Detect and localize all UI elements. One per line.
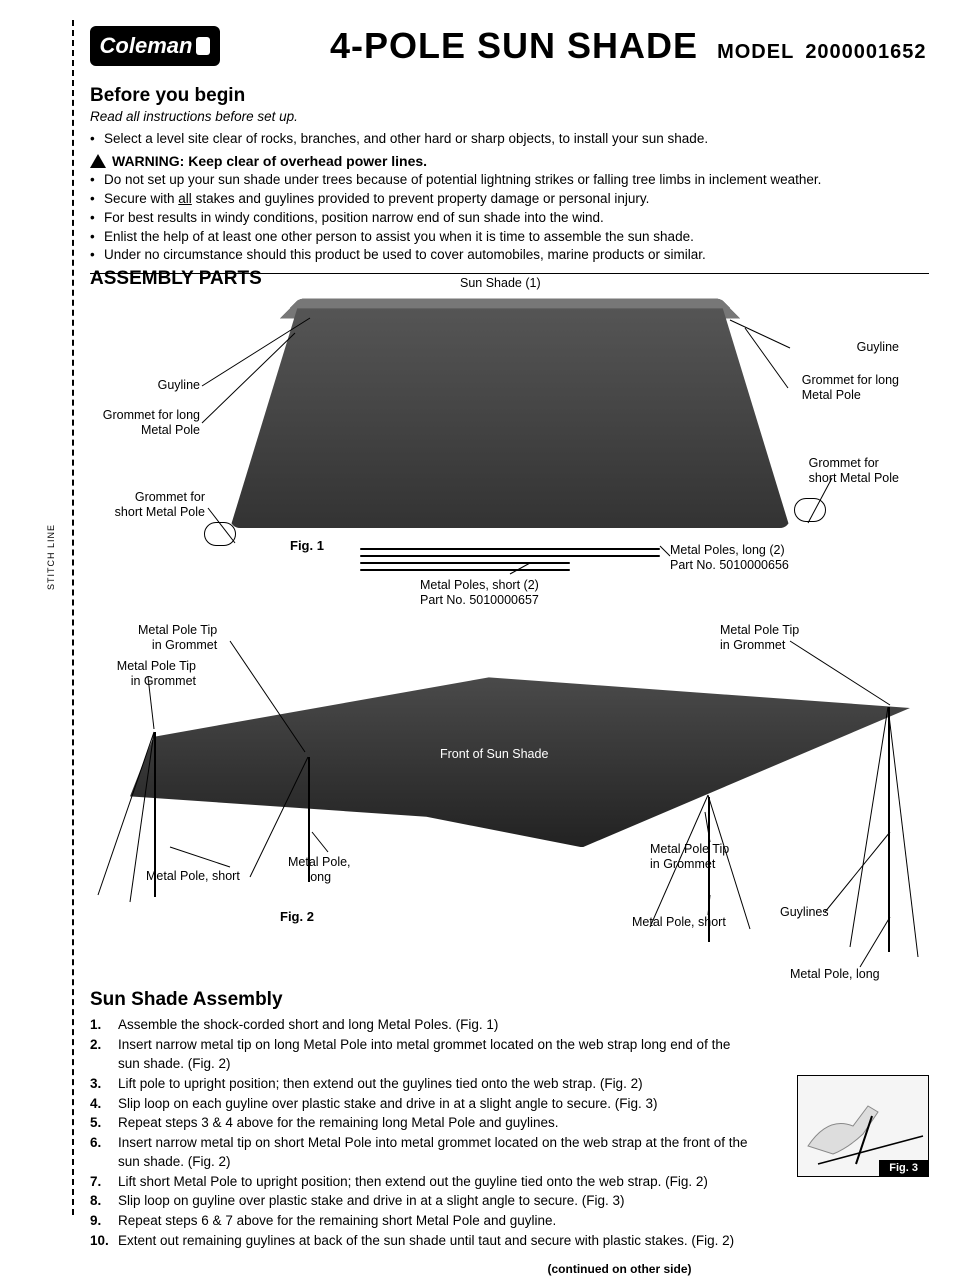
continued-note: (continued on other side) [310, 1262, 929, 1276]
fig1-label: Fig. 1 [290, 538, 324, 553]
step-item: 4.Slip loop on each guyline over plastic… [90, 1094, 750, 1114]
label-poles-long: Metal Poles, long (2) Part No. 501000065… [670, 543, 789, 572]
step-item: 9.Repeat steps 6 & 7 above for the remai… [90, 1211, 750, 1231]
label-front-of-shade: Front of Sun Shade [440, 747, 548, 761]
page-title: 4-POLE SUN SHADE MODEL 2000001652 [330, 25, 927, 67]
label-tip-r1: Metal Pole Tip in Grommet [720, 623, 799, 652]
step-text: Repeat steps 6 & 7 above for the remaini… [118, 1213, 556, 1228]
fig2-label: Fig. 2 [280, 909, 314, 924]
step-item: 6.Insert narrow metal tip on short Metal… [90, 1133, 750, 1172]
before-heading: Before you begin [90, 85, 929, 107]
label-guyline-right: Guyline [857, 340, 899, 354]
assembly-heading: Sun Shade Assembly [90, 989, 929, 1011]
bullet-item: Secure with all stakes and guylines prov… [90, 190, 929, 209]
step-item: 1.Assemble the shock-corded short and lo… [90, 1015, 750, 1035]
label-pole-long-right: Metal Pole, long [790, 967, 880, 981]
label-guylines-right: Guylines [780, 905, 829, 919]
assembly-steps: 1.Assemble the shock-corded short and lo… [90, 1015, 750, 1250]
bullet-item: Do not set up your sun shade under trees… [90, 171, 929, 190]
fig3-label: Fig. 3 [879, 1160, 928, 1176]
bullet-item: Select a level site clear of rocks, bran… [90, 130, 929, 149]
figure-3-box: Fig. 3 [797, 1075, 929, 1177]
coleman-logo: Coleman [90, 26, 220, 66]
step-item: 8.Slip loop on guyline over plastic stak… [90, 1191, 750, 1211]
sun-shade-illustration [230, 288, 790, 578]
logo-text: Coleman [100, 33, 193, 59]
label-poles-short: Metal Poles, short (2) Part No. 50100006… [420, 578, 539, 607]
figure-1-area: ASSEMBLY PARTS Sun Shade (1) Guyline Gro… [90, 278, 929, 613]
bullet-item: For best results in windy conditions, po… [90, 209, 929, 228]
step-text: Lift pole to upright position; then exte… [118, 1076, 643, 1091]
step-text: Slip loop on each guyline over plastic s… [118, 1096, 658, 1111]
step-item: 7.Lift short Metal Pole to upright posit… [90, 1172, 750, 1192]
label-pole-short-left: Metal Pole, short [146, 869, 240, 883]
poles-illustration [360, 543, 670, 583]
label-tip-l1: Metal Pole Tip in Grommet [138, 623, 217, 652]
warning-icon [90, 154, 106, 168]
label-tip-r2: Metal Pole Tip in Grommet [650, 842, 729, 871]
bullet-item: Enlist the help of at least one other pe… [90, 228, 929, 247]
assembled-shade-illustration [110, 637, 929, 937]
step-item: 2.Insert narrow metal tip on long Metal … [90, 1035, 750, 1074]
step-text: Slip loop on guyline over plastic stake … [118, 1193, 625, 1208]
label-tip-l2: Metal Pole Tip in Grommet [90, 659, 196, 688]
step-text: Repeat steps 3 & 4 above for the remaini… [118, 1115, 559, 1130]
step-item: 10.Extent out remaining guylines at back… [90, 1231, 750, 1251]
label-grommet-short-left: Grommet for short Metal Pole [90, 490, 205, 519]
label-pole-short-right: Metal Pole, short [632, 915, 726, 929]
figure-2-area: Metal Pole Tip in Grommet Metal Pole Tip… [90, 617, 929, 977]
step-text: Assemble the shock-corded short and long… [118, 1017, 498, 1032]
title-main: 4-POLE SUN SHADE [330, 25, 698, 66]
bullet-item: Under no circumstance should this produc… [90, 246, 929, 265]
step-item: 3.Lift pole to upright position; then ex… [90, 1074, 750, 1094]
header-row: Coleman 4-POLE SUN SHADE MODEL 200000165… [90, 25, 929, 67]
stitch-line-label: STITCH LINE [46, 524, 56, 590]
step-text: Insert narrow metal tip on short Metal P… [118, 1135, 748, 1170]
warning-row: WARNING: Keep clear of overhead power li… [90, 153, 929, 169]
label-grommet-short-right: Grommet for short Metal Pole [809, 456, 899, 485]
step-item: 5.Repeat steps 3 & 4 above for the remai… [90, 1113, 750, 1133]
warning-text: WARNING: Keep clear of overhead power li… [112, 153, 427, 169]
stitch-line [72, 20, 74, 1215]
post-warning-bullets: Do not set up your sun shade under trees… [90, 171, 929, 265]
label-pole-long-left: Metal Pole, long [288, 855, 351, 884]
label-guyline-left: Guyline [90, 378, 200, 392]
underline-all: all [178, 191, 192, 206]
label-grommet-long-left: Grommet for long Metal Pole [90, 408, 200, 437]
step-text: Insert narrow metal tip on long Metal Po… [118, 1037, 730, 1072]
label-grommet-long-right: Grommet for long Metal Pole [802, 373, 899, 402]
assembly-parts-heading: ASSEMBLY PARTS [90, 268, 262, 290]
read-instructions: Read all instructions before set up. [90, 109, 929, 124]
pre-warning-bullets: Select a level site clear of rocks, bran… [90, 130, 929, 149]
title-model-word: MODEL [717, 41, 794, 63]
title-model-number: 2000001652 [805, 41, 926, 63]
step-text: Lift short Metal Pole to upright positio… [118, 1174, 708, 1189]
